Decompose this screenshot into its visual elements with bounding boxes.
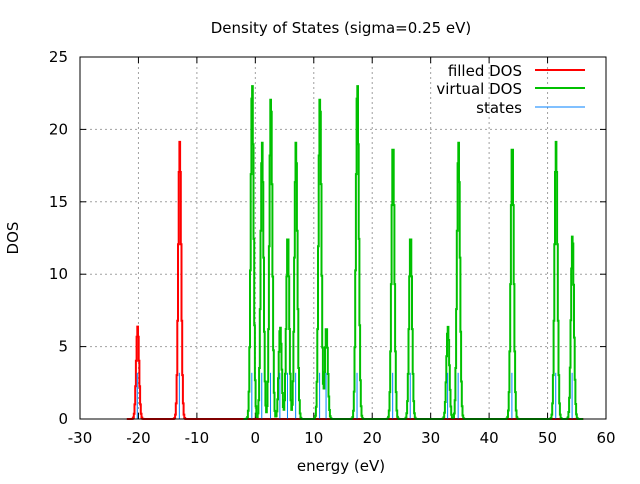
x-tick-label: -20 [126,429,151,447]
x-tick-label: 10 [304,429,323,447]
virtual-dos-line [243,85,584,420]
x-tick-label: 30 [421,429,440,447]
grid [80,57,606,419]
x-tick-label: 20 [363,429,382,447]
legend-label-virtual: virtual DOS [436,80,522,98]
axis-ticks: -30 -20 -10 0 10 20 30 40 50 60 0 5 10 15 20 25 [49,48,616,447]
x-tick-label: 0 [251,429,261,447]
y-tick-label: 15 [49,193,68,211]
legend-label-filled: filled DOS [448,62,522,80]
y-tick-label: 5 [58,338,68,356]
y-tick-label: 20 [49,120,68,138]
x-tick-label: -10 [185,429,210,447]
y-tick-label: 25 [49,48,68,66]
chart-title: Density of States (sigma=0.25 eV) [211,19,472,37]
y-axis-label: DOS [4,222,22,255]
series [126,85,584,420]
y-tick-label: 10 [49,265,68,283]
legend: filled DOS virtual DOS states [436,62,585,117]
x-tick-label: 40 [480,429,499,447]
x-tick-label: 50 [538,429,557,447]
x-tick-label: -30 [68,429,93,447]
plot-frame [79,56,607,420]
x-axis-label: energy (eV) [297,457,385,475]
y-tick-label: 0 [58,410,68,428]
legend-label-states: states [476,99,522,117]
x-tick-label: 60 [596,429,615,447]
